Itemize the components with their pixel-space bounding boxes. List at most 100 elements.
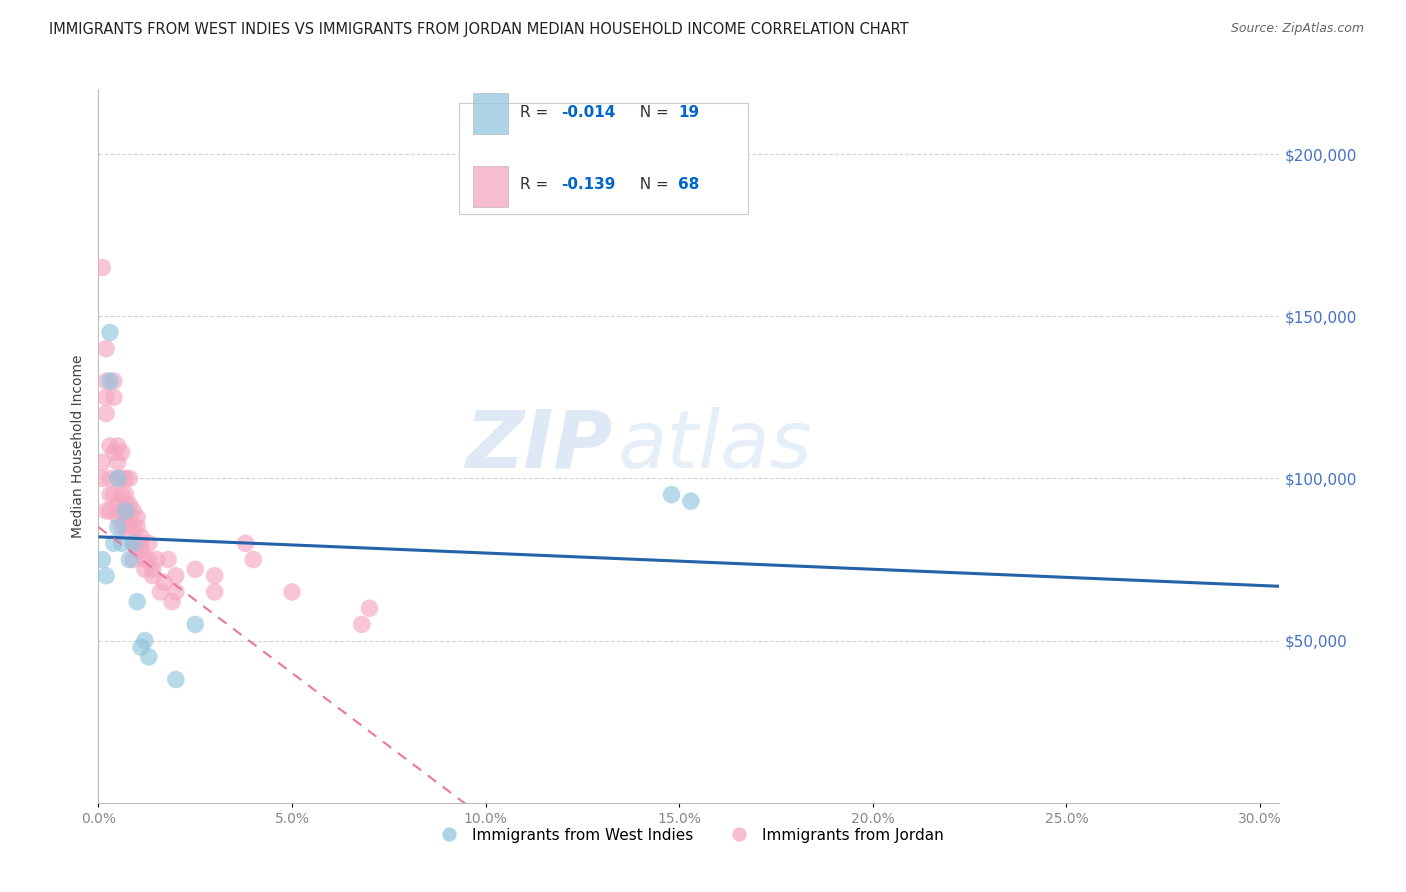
- Point: [122, 536, 145, 550]
- Point: [134, 562, 156, 576]
- Point: [111, 504, 134, 518]
- Point: [103, 390, 125, 404]
- Point: [118, 497, 141, 511]
- Point: [114, 497, 136, 511]
- Point: [129, 542, 152, 557]
- Text: R =: R =: [520, 178, 553, 193]
- Point: [145, 552, 167, 566]
- Point: [127, 542, 149, 557]
- Text: N =: N =: [630, 104, 673, 120]
- Point: [98, 326, 121, 340]
- Point: [127, 510, 149, 524]
- Point: [122, 504, 145, 518]
- Text: -0.014: -0.014: [561, 104, 616, 120]
- Point: [98, 488, 121, 502]
- Text: 68: 68: [678, 178, 700, 193]
- Point: [103, 374, 125, 388]
- Point: [91, 455, 114, 469]
- Point: [118, 520, 141, 534]
- Point: [134, 552, 156, 566]
- Point: [103, 536, 125, 550]
- Point: [184, 617, 207, 632]
- Point: [103, 445, 125, 459]
- Point: [160, 595, 183, 609]
- Point: [235, 536, 257, 550]
- Point: [107, 471, 129, 485]
- Point: [142, 568, 165, 582]
- Point: [157, 552, 180, 566]
- Point: [129, 530, 152, 544]
- Point: [114, 504, 136, 518]
- Point: [165, 673, 187, 687]
- Point: [242, 552, 264, 566]
- Point: [111, 471, 134, 485]
- Point: [98, 504, 121, 518]
- Text: atlas: atlas: [619, 407, 813, 485]
- Point: [107, 510, 129, 524]
- Point: [127, 595, 149, 609]
- Text: ZIP: ZIP: [465, 407, 612, 485]
- Point: [114, 510, 136, 524]
- Point: [98, 374, 121, 388]
- Point: [138, 649, 160, 664]
- Point: [96, 568, 118, 582]
- Point: [111, 520, 134, 534]
- Point: [107, 471, 129, 485]
- Point: [138, 552, 160, 566]
- Point: [204, 585, 226, 599]
- Text: IMMIGRANTS FROM WEST INDIES VS IMMIGRANTS FROM JORDAN MEDIAN HOUSEHOLD INCOME CO: IMMIGRANTS FROM WEST INDIES VS IMMIGRANT…: [49, 22, 908, 37]
- Point: [359, 601, 381, 615]
- Point: [98, 439, 121, 453]
- Point: [122, 552, 145, 566]
- Legend: Immigrants from West Indies, Immigrants from Jordan: Immigrants from West Indies, Immigrants …: [427, 822, 950, 848]
- Point: [122, 536, 145, 550]
- Point: [96, 504, 118, 518]
- Text: 19: 19: [678, 104, 699, 120]
- Point: [111, 445, 134, 459]
- Point: [114, 504, 136, 518]
- Point: [138, 536, 160, 550]
- Point: [103, 488, 125, 502]
- Point: [96, 407, 118, 421]
- Point: [184, 562, 207, 576]
- Point: [114, 520, 136, 534]
- Text: R =: R =: [520, 104, 553, 120]
- Point: [149, 585, 172, 599]
- Point: [114, 471, 136, 485]
- Point: [142, 562, 165, 576]
- Point: [91, 260, 114, 275]
- Point: [679, 494, 702, 508]
- Point: [204, 568, 226, 582]
- FancyBboxPatch shape: [472, 166, 508, 207]
- Point: [118, 510, 141, 524]
- FancyBboxPatch shape: [472, 93, 508, 134]
- Point: [107, 439, 129, 453]
- Point: [111, 488, 134, 502]
- Point: [96, 342, 118, 356]
- Point: [129, 536, 152, 550]
- Text: N =: N =: [630, 178, 673, 193]
- Text: -0.139: -0.139: [561, 178, 616, 193]
- Point: [153, 575, 176, 590]
- Point: [281, 585, 304, 599]
- Point: [91, 552, 114, 566]
- Point: [350, 617, 373, 632]
- Point: [98, 471, 121, 485]
- Point: [127, 536, 149, 550]
- Point: [165, 585, 187, 599]
- Point: [107, 455, 129, 469]
- Point: [118, 552, 141, 566]
- Point: [661, 488, 683, 502]
- Point: [91, 471, 114, 485]
- Point: [165, 568, 187, 582]
- Point: [134, 633, 156, 648]
- Point: [96, 390, 118, 404]
- Point: [107, 497, 129, 511]
- Text: Source: ZipAtlas.com: Source: ZipAtlas.com: [1230, 22, 1364, 36]
- Y-axis label: Median Household Income: Median Household Income: [70, 354, 84, 538]
- FancyBboxPatch shape: [458, 103, 748, 214]
- Point: [122, 520, 145, 534]
- Point: [107, 520, 129, 534]
- Point: [127, 520, 149, 534]
- Point: [114, 488, 136, 502]
